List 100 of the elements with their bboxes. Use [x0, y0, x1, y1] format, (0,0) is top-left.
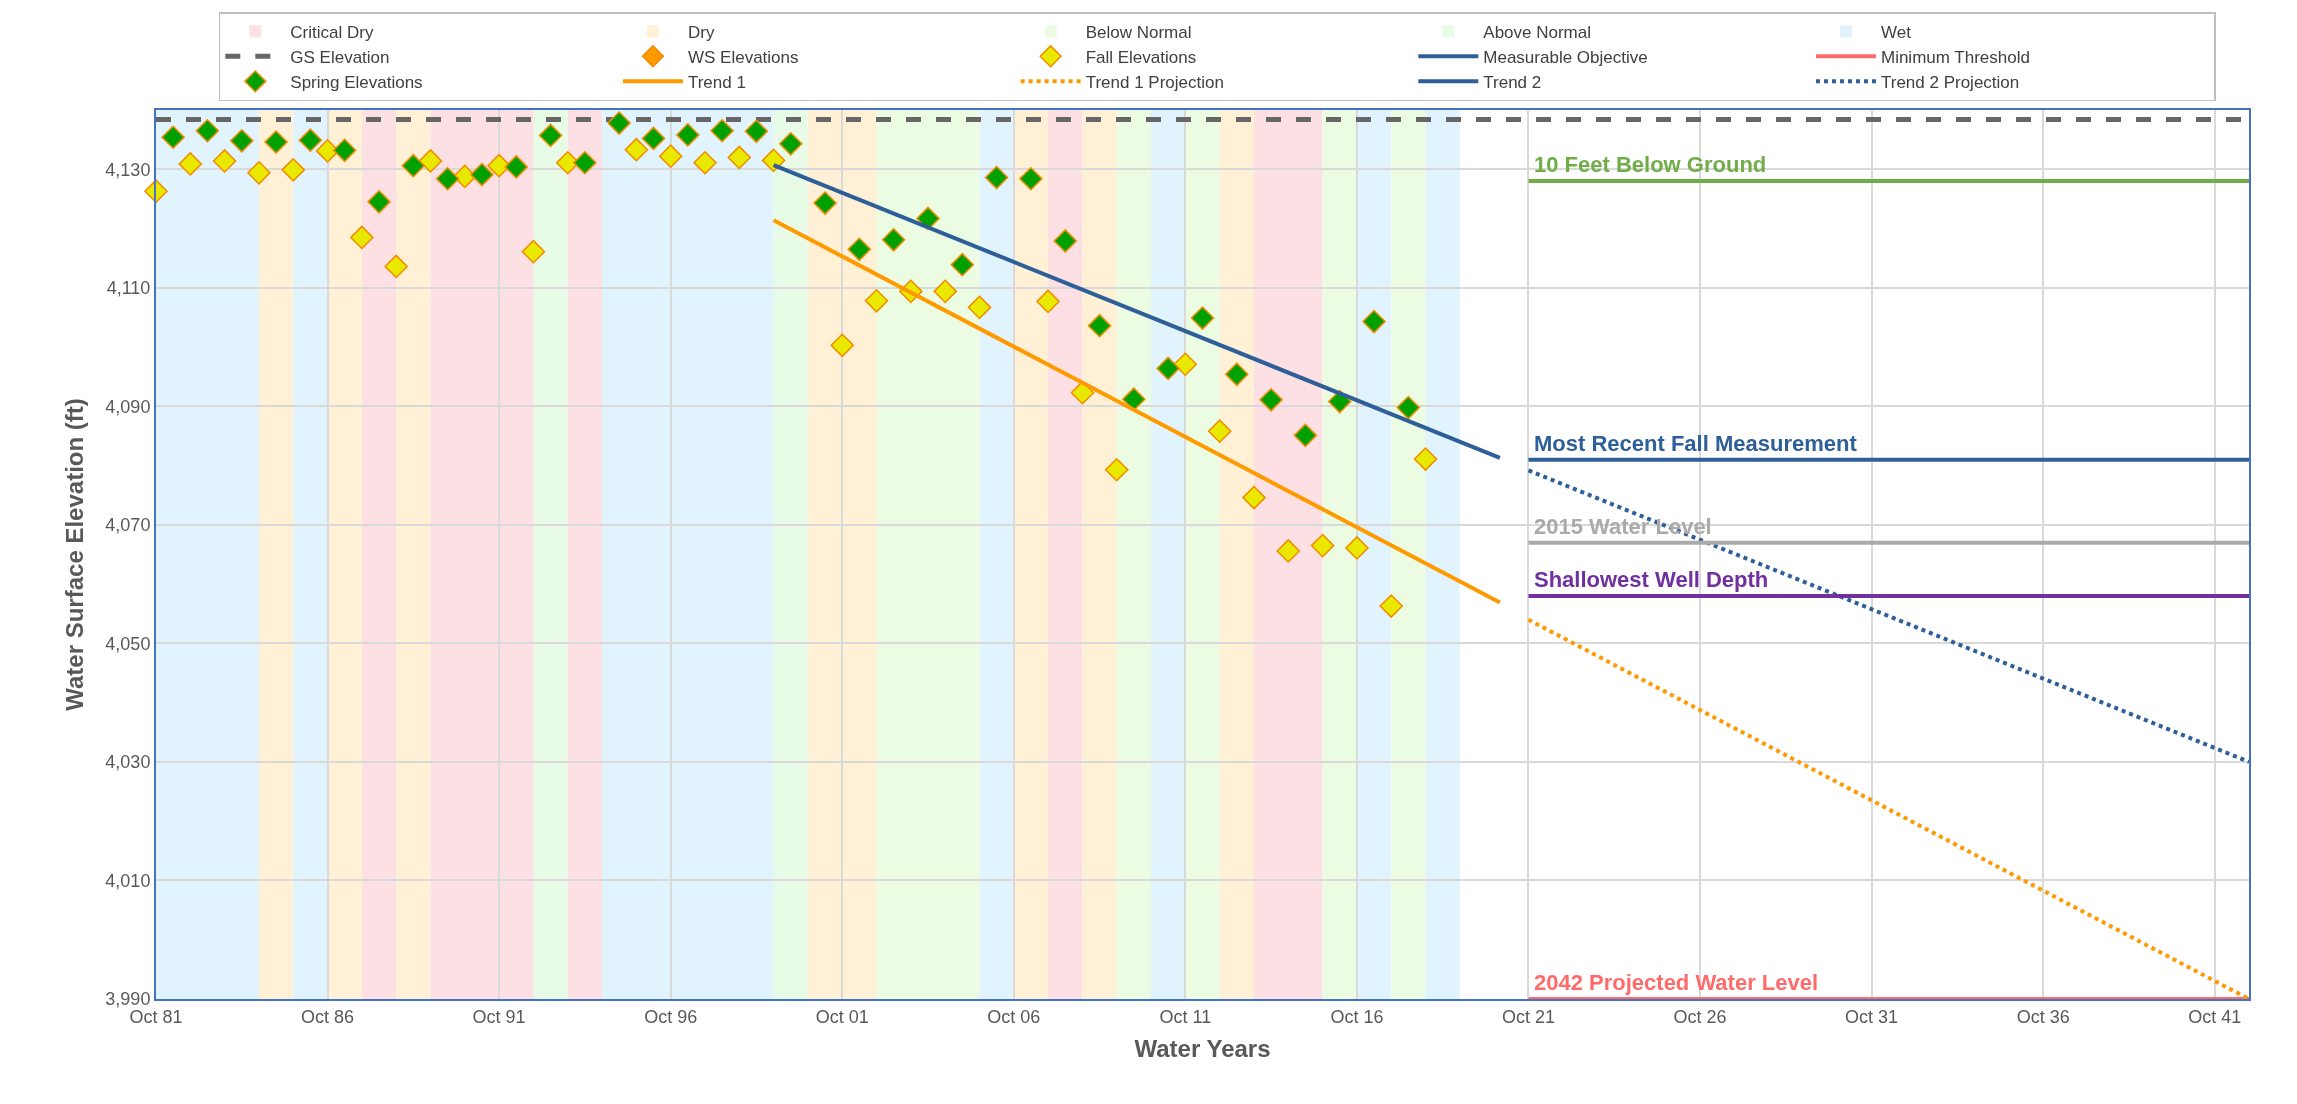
y-tick-label: 4,050 [105, 633, 151, 654]
legend-label: Wet [1880, 22, 1912, 42]
x-tick-label: Oct 01 [815, 1006, 869, 1027]
point [350, 225, 374, 250]
x-tick-label: Oct 26 [1673, 1006, 1727, 1027]
point [1207, 419, 1232, 444]
point [933, 279, 957, 304]
x-tick-label: Oct 16 [1330, 1006, 1384, 1027]
point [1019, 166, 1043, 191]
point [761, 148, 786, 173]
point [1036, 289, 1060, 314]
point [264, 130, 288, 154]
annotation: Most Recent Fall Measurement [1534, 431, 1858, 456]
point [487, 153, 511, 178]
legend-label: Measurable Objective [1483, 47, 1648, 67]
point [778, 131, 803, 156]
annotation: 2042 Projected Water Level [1534, 970, 1819, 995]
point [1345, 536, 1369, 560]
legend-label: Spring Elevations [290, 72, 423, 92]
point [178, 152, 203, 176]
x-tick-label: Oct 06 [987, 1006, 1041, 1027]
legend-label: Fall Elevations [1085, 47, 1197, 67]
point [1276, 539, 1301, 563]
legend-label: Trend 1 [687, 72, 746, 92]
legend-label: Trend 2 Projection [1880, 72, 2020, 92]
x-tick-label: Oct 11 [1159, 1006, 1212, 1027]
y-tick-label: 4,110 [106, 278, 151, 299]
point [676, 123, 700, 147]
point [1413, 447, 1438, 471]
point [607, 111, 631, 135]
point [384, 254, 409, 279]
point [1362, 309, 1386, 334]
legend-label: GS Elevation [290, 47, 390, 67]
point [1087, 313, 1112, 338]
y-tick-label: 4,070 [105, 515, 151, 536]
y-tick-label: 4,030 [105, 752, 151, 773]
point [195, 118, 220, 143]
point [1104, 457, 1129, 482]
point [813, 191, 837, 215]
point [161, 125, 185, 150]
point [1379, 594, 1404, 618]
point [658, 144, 683, 169]
point [212, 149, 237, 173]
y-tick-label: 4,130 [105, 159, 151, 180]
point [504, 155, 529, 179]
point [830, 333, 855, 358]
point [984, 165, 1009, 190]
point [470, 162, 494, 187]
point [744, 119, 769, 144]
y-tick-label: 4,010 [105, 870, 151, 891]
x-tick-label: Oct 41 [2188, 1006, 2242, 1027]
point [710, 118, 734, 143]
point [1259, 388, 1283, 412]
point [1396, 395, 1421, 420]
point [401, 153, 426, 178]
point [418, 149, 443, 173]
x-tick-label: Oct 86 [301, 1006, 355, 1027]
point [847, 237, 872, 262]
point [1310, 533, 1335, 558]
legend-label: Minimum Threshold [1880, 47, 2030, 67]
point [573, 150, 597, 175]
y-axis-title: Water Surface Elevation (ft) [60, 398, 88, 711]
x-tick-label: Oct 91 [472, 1006, 526, 1027]
point [1122, 387, 1146, 412]
legend-label: Below Normal [1085, 22, 1192, 42]
point [950, 252, 975, 277]
point [332, 138, 357, 163]
point [624, 137, 649, 162]
y-tick-label: 4,090 [105, 396, 151, 417]
point [367, 190, 391, 214]
point [1053, 229, 1078, 253]
legend-label: Trend 1 Projection [1085, 72, 1224, 92]
point [1224, 362, 1249, 387]
point [881, 227, 906, 252]
point [247, 161, 271, 185]
x-tick-label: Oct 96 [644, 1006, 698, 1027]
point [967, 295, 992, 320]
x-tick-label: Oct 21 [1501, 1006, 1555, 1027]
annotation: 10 Feet Below Ground [1534, 152, 1767, 177]
point [435, 166, 460, 191]
point [727, 145, 752, 170]
point [1156, 356, 1180, 381]
legend-label: Dry [687, 22, 715, 42]
point [538, 123, 563, 148]
point [1173, 352, 1198, 377]
point [641, 126, 666, 151]
legend-label: Critical Dry [290, 22, 374, 42]
point [229, 129, 254, 153]
annotation: Shallowest Well Depth [1534, 567, 1769, 592]
point [864, 289, 889, 313]
x-tick-label: Oct 36 [2016, 1006, 2070, 1027]
legend-label: Above Normal [1483, 22, 1592, 42]
legend-label: Trend 2 [1483, 72, 1542, 92]
point [1293, 423, 1318, 448]
legend-label: WS Elevations [687, 47, 799, 67]
point [521, 239, 546, 264]
x-axis-title: Water Years [1134, 1035, 1271, 1063]
point [693, 150, 717, 175]
point [1242, 485, 1266, 510]
point [1190, 306, 1215, 330]
